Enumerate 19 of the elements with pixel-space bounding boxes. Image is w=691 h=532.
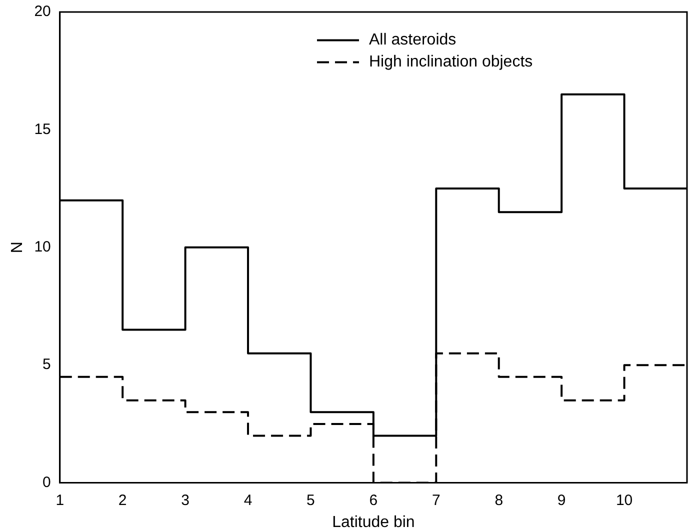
- y-tick-label: 20: [34, 3, 51, 20]
- legend-label: All asteroids: [369, 32, 456, 49]
- x-tick-label: 3: [181, 492, 190, 509]
- y-tick-label: 10: [34, 238, 51, 256]
- y-tick-label: 0: [42, 474, 51, 491]
- legend-label: High inclination objects: [369, 54, 533, 71]
- x-tick-label: 2: [118, 492, 127, 509]
- x-tick-label: 6: [369, 492, 378, 509]
- x-tick-label: 10: [616, 492, 633, 509]
- x-tick-label: 5: [306, 492, 315, 509]
- x-tick-label: 1: [56, 492, 64, 509]
- x-tick-label: 9: [557, 492, 566, 509]
- x-axis-title: Latitude bin: [332, 514, 415, 531]
- y-tick-label: 15: [34, 120, 51, 138]
- x-tick-label: 7: [432, 492, 440, 509]
- y-tick-label: 5: [42, 356, 51, 374]
- y-axis-title: N: [9, 242, 26, 254]
- x-tick-label: 4: [244, 492, 252, 509]
- x-tick-label: 8: [494, 492, 504, 509]
